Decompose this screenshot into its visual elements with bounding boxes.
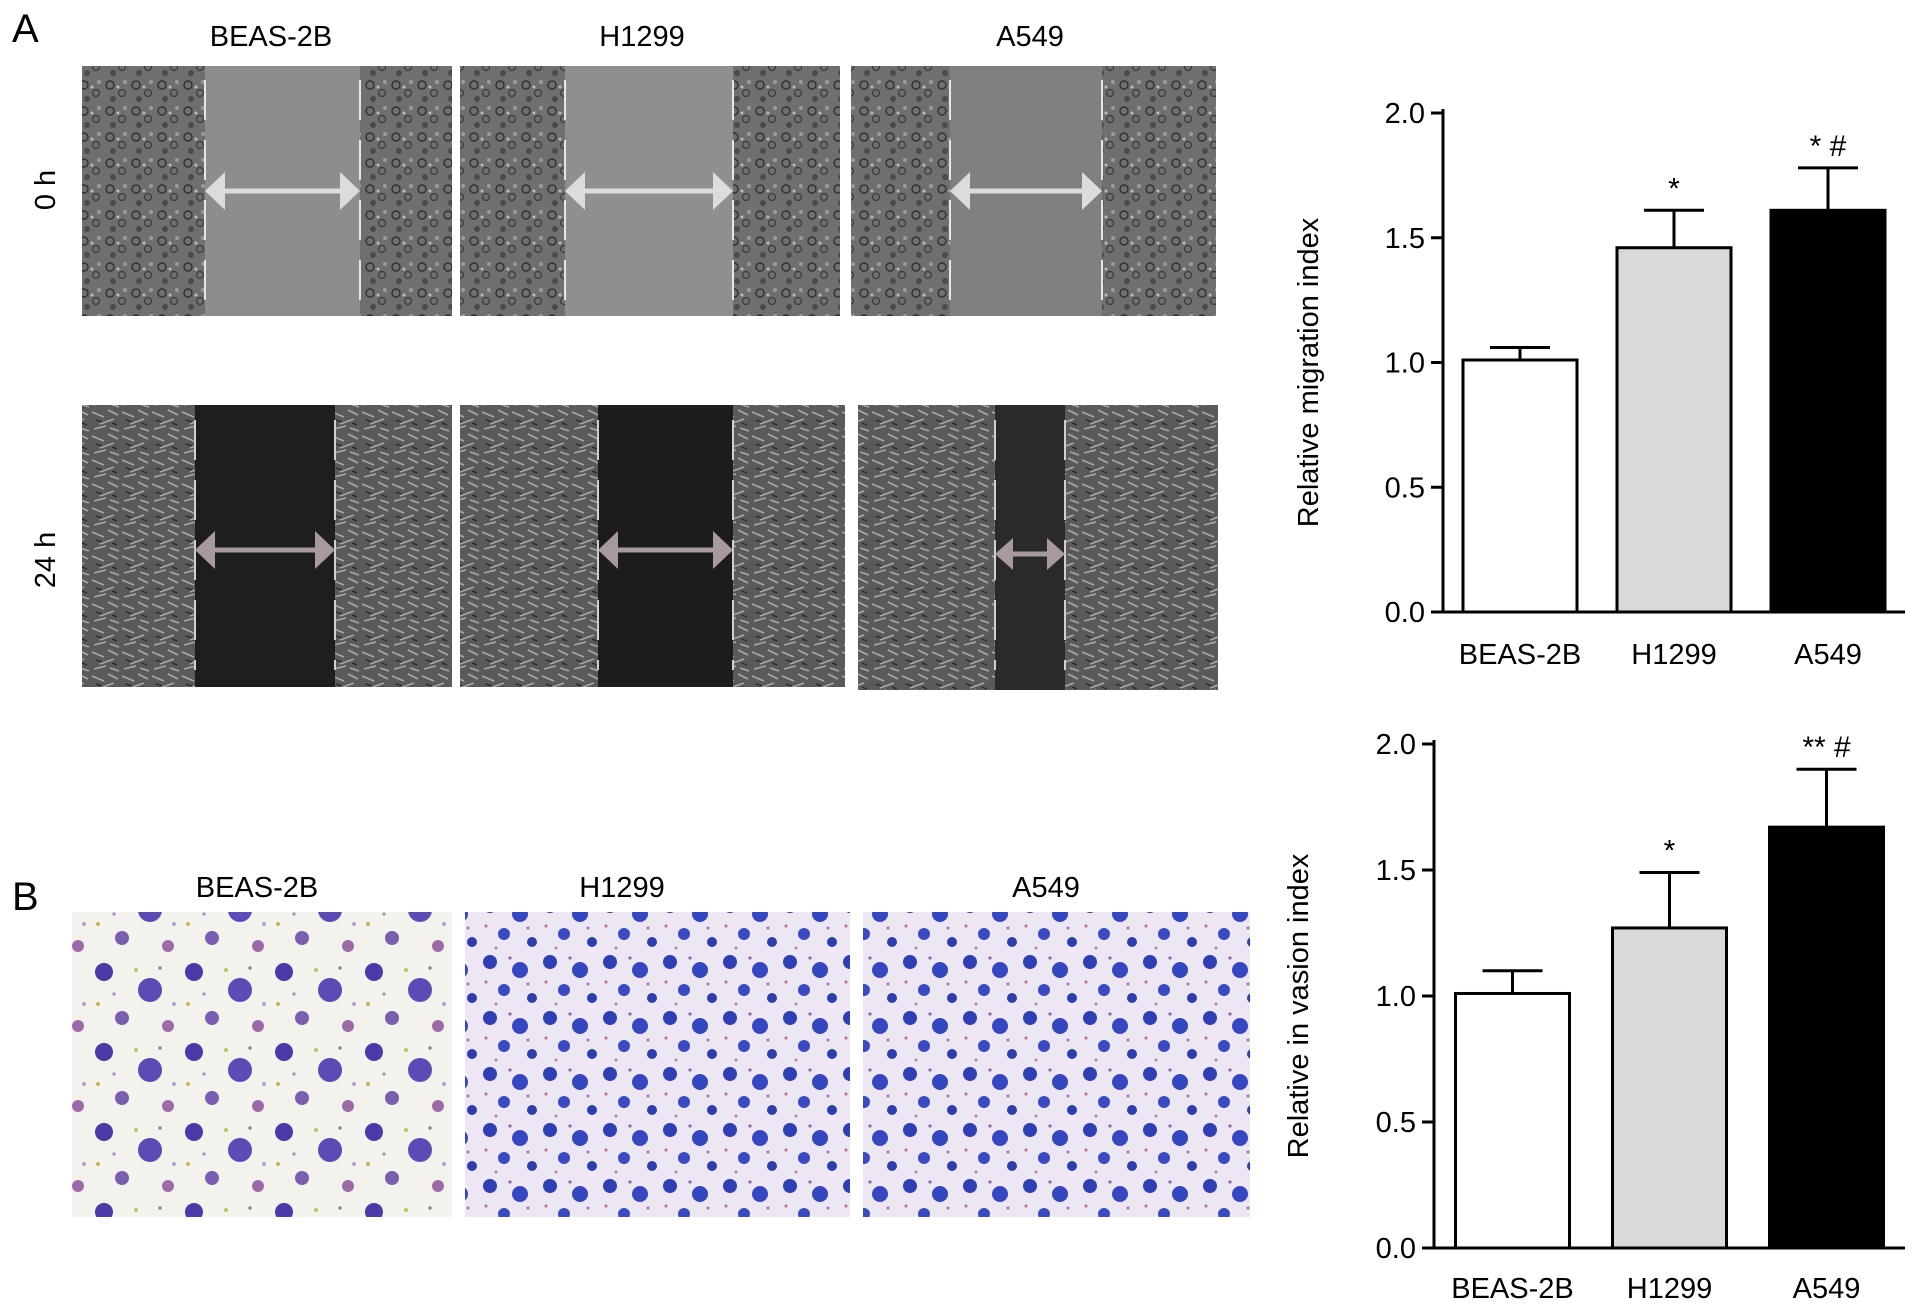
- scratch-image-h1299-24h: [460, 405, 845, 687]
- column-label-beas-2b-b: BEAS-2B: [196, 872, 319, 904]
- double-arrow-icon: [195, 531, 335, 569]
- invasion-image-beas-2b: [72, 912, 452, 1217]
- y-tick-label: 0.0: [1376, 1233, 1416, 1265]
- double-arrow-icon: [205, 172, 360, 210]
- scratch-image-a549-24h: [858, 405, 1218, 690]
- double-arrow-icon: [995, 538, 1065, 570]
- bar-h1299: [1611, 926, 1728, 1250]
- category-label: BEAS-2B: [1451, 1273, 1574, 1305]
- double-arrow-icon: [565, 172, 733, 210]
- y-tick-label: 2.0: [1376, 729, 1416, 761]
- category-label: H1299: [1627, 1273, 1712, 1305]
- significance-label: *: [1664, 835, 1676, 868]
- y-tick-label: 2.0: [1385, 98, 1425, 130]
- scratch-image-beas-2b-24h: [82, 405, 452, 687]
- significance-label: *: [1668, 172, 1680, 205]
- scratch-image-a549-0h: [851, 66, 1216, 316]
- panel-a-label: A: [12, 7, 39, 51]
- double-arrow-icon: [598, 531, 733, 569]
- y-tick-label: 1.0: [1385, 348, 1425, 380]
- y-tick-label: 1.0: [1376, 981, 1416, 1013]
- invasion-image-h1299: [465, 912, 850, 1217]
- column-label-a549-b: A549: [1012, 872, 1080, 904]
- column-label-h1299: H1299: [599, 21, 684, 53]
- bar-h1299: [1615, 246, 1733, 614]
- category-label: A549: [1793, 1273, 1861, 1305]
- bar-a549: [1769, 208, 1887, 614]
- bar-beas-2b: [1454, 991, 1571, 1250]
- y-tick-label: 1.5: [1376, 855, 1416, 887]
- migration-index-chart: 0.0 0.5 1.0 1.5 2.0 Relative migration index B…: [1293, 98, 1905, 671]
- significance-label: ** #: [1802, 731, 1851, 764]
- significance-label: * #: [1810, 130, 1847, 163]
- bar-beas-2b: [1461, 358, 1579, 614]
- column-label-beas-2b: BEAS-2B: [210, 21, 333, 53]
- y-axis-label: Relative migration index: [1293, 217, 1325, 527]
- category-label: BEAS-2B: [1459, 639, 1582, 671]
- category-label: A549: [1794, 639, 1862, 671]
- y-tick-label: 0.5: [1376, 1107, 1416, 1139]
- y-tick-label: 0.5: [1385, 472, 1425, 504]
- invasion-image-a549: [863, 912, 1250, 1217]
- row-label-0h: 0 h: [30, 170, 62, 210]
- y-tick-label: 0.0: [1385, 597, 1425, 629]
- column-label-h1299-b: H1299: [579, 872, 664, 904]
- y-tick-label: 1.5: [1385, 223, 1425, 255]
- scratch-image-beas-2b-0h: [82, 66, 452, 316]
- panel-b-label: B: [12, 875, 39, 919]
- double-arrow-icon: [950, 172, 1102, 210]
- category-label: H1299: [1631, 639, 1716, 671]
- row-label-24h: 24 h: [30, 532, 62, 588]
- bar-a549: [1768, 825, 1885, 1250]
- invasion-index-chart: 0.0 0.5 1.0 1.5 2.0 Relative in vasion index B…: [1283, 729, 1905, 1305]
- scratch-image-h1299-0h: [460, 66, 840, 316]
- column-label-a549: A549: [996, 21, 1064, 53]
- y-axis-label: Relative in vasion index: [1283, 853, 1315, 1158]
